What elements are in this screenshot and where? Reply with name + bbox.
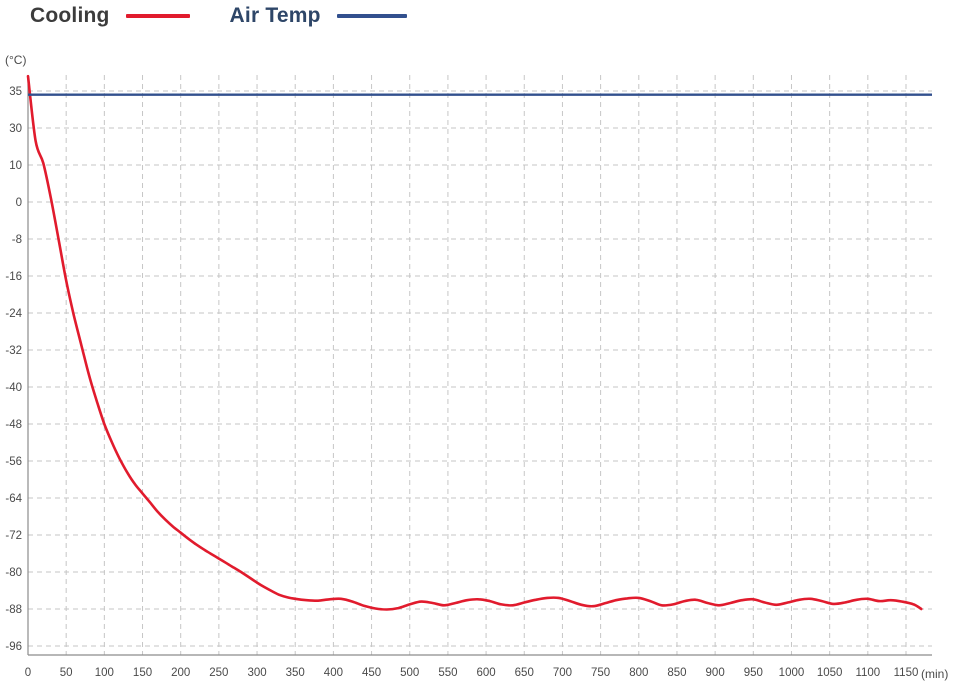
- y-tick-labels: 35 30 10 0 -8 -16 -24 -32 -40 -48 -56 -64 -72 -80 -88 -…: [5, 86, 22, 653]
- y-tick-label: -80: [5, 567, 22, 579]
- x-tick-label: 1050: [817, 667, 843, 679]
- y-tick-label: -48: [5, 419, 22, 431]
- x-tick-label: 650: [515, 667, 534, 679]
- y-tick-label: -32: [5, 345, 22, 357]
- x-tick-label: 800: [629, 667, 648, 679]
- legend-line-air-temp-icon: [336, 14, 407, 18]
- x-tick-label: 500: [400, 667, 419, 679]
- axes: [27, 75, 932, 656]
- x-tick-label: 100: [95, 667, 114, 679]
- x-tick-label: 1150: [894, 667, 919, 679]
- y-tick-label: -96: [5, 641, 22, 653]
- x-tick-label: 150: [133, 667, 152, 679]
- x-tick-label: 950: [744, 667, 763, 679]
- x-tick-label: 200: [171, 667, 190, 679]
- cooling-line: [26, 74, 923, 611]
- x-axis-unit-label: (min): [921, 667, 949, 681]
- y-tick-label: -64: [5, 493, 22, 505]
- x-tick-label: 450: [362, 667, 381, 679]
- y-tick-label: 35: [9, 86, 22, 98]
- y-tick-label: -24: [5, 308, 22, 320]
- x-tick-label: 300: [247, 667, 266, 679]
- y-tick-label: -56: [5, 456, 22, 468]
- y-tick-label: -88: [5, 604, 22, 616]
- legend-label-air-temp: Air Temp: [229, 4, 321, 27]
- legend-line-cooling-icon: [125, 14, 190, 18]
- x-tick-label: 900: [706, 667, 725, 679]
- x-tick-label: 0: [25, 667, 31, 679]
- x-tick-label: 350: [286, 667, 305, 679]
- y-tick-label: -16: [5, 271, 22, 283]
- x-tick-label: 50: [60, 667, 73, 679]
- x-tick-label: 750: [591, 667, 610, 679]
- y-axis-unit-label: (°C): [5, 53, 27, 67]
- y-tick-label: -72: [5, 530, 22, 542]
- y-tick-label: 0: [16, 197, 22, 209]
- x-tick-label: 850: [667, 667, 686, 679]
- grid-horizontal: [28, 90, 932, 647]
- x-tick-label: 250: [209, 667, 228, 679]
- y-tick-label: 10: [9, 160, 22, 172]
- legend-label-cooling: Cooling: [30, 4, 110, 27]
- x-tick-labels: 0 50 100 150 200 250 300 350 400 450 500 550 600 650 7…: [25, 667, 919, 679]
- x-tick-label: 1000: [779, 667, 805, 679]
- chart-legend: Cooling Air Temp: [30, 0, 407, 32]
- y-tick-label: 30: [9, 123, 22, 135]
- x-tick-label: 550: [438, 667, 457, 679]
- x-tick-label: 600: [476, 667, 495, 679]
- y-tick-label: -8: [12, 234, 22, 246]
- x-tick-label: 700: [553, 667, 572, 679]
- x-tick-label: 400: [324, 667, 343, 679]
- grid-vertical: [65, 75, 907, 655]
- x-tick-label: 1100: [855, 667, 880, 679]
- y-tick-label: -40: [5, 382, 22, 394]
